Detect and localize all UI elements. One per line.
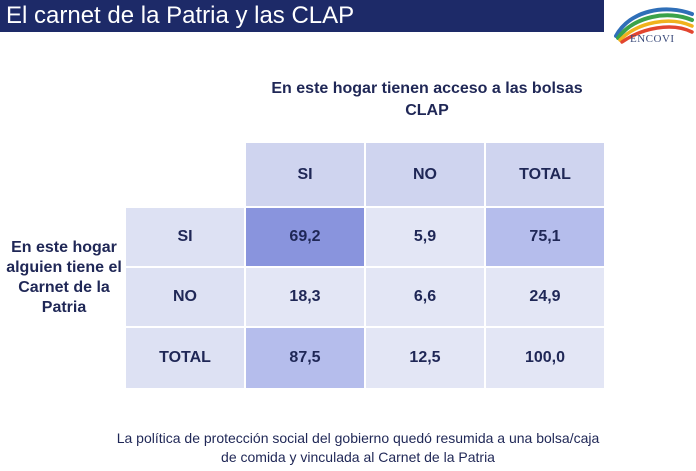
crosstab-table: SI NO TOTAL SI 69,2 5,9 75,1 NO 18,3 6,6… (126, 143, 606, 390)
logo-text: ENCOVI (630, 33, 675, 45)
table-cell: 5,9 (366, 208, 486, 268)
row-label-si: SI (126, 208, 246, 268)
column-header-no: NO (366, 143, 486, 208)
footer-note: La política de protección social del gob… (116, 430, 600, 465)
table-cell: 75,1 (486, 208, 606, 268)
table-cell: 24,9 (486, 268, 606, 328)
table-cell: 69,2 (246, 208, 366, 268)
encovi-logo: ENCOVI (608, 2, 694, 46)
table-cell: 12,5 (366, 328, 486, 390)
table-cell: 18,3 (246, 268, 366, 328)
table-cell: 6,6 (366, 268, 486, 328)
column-heading: En este hogar tienen acceso a las bolsas… (271, 80, 583, 119)
row-heading: En este hogar alguien tiene el Carnet de… (6, 239, 122, 316)
logo-swoosh-icon (614, 7, 694, 44)
table-cell: 87,5 (246, 328, 366, 390)
table-cell: 100,0 (486, 328, 606, 390)
page-title: El carnet de la Patria y las CLAP (0, 0, 604, 32)
row-label-total: TOTAL (126, 328, 246, 390)
column-header-si: SI (246, 143, 366, 208)
column-header-total: TOTAL (486, 143, 606, 208)
row-label-no: NO (126, 268, 246, 328)
